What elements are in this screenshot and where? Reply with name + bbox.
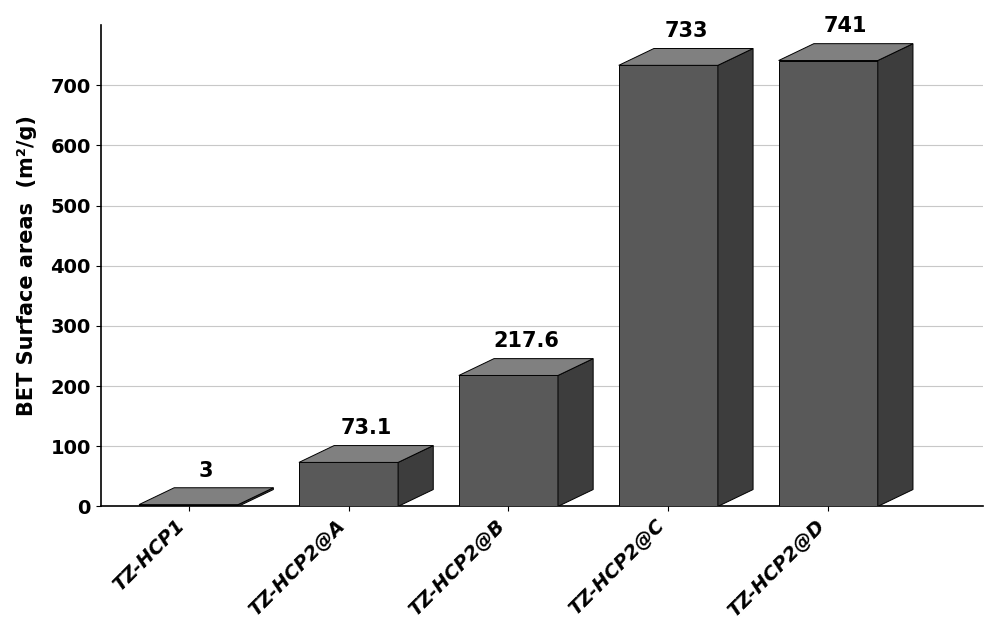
Polygon shape bbox=[299, 462, 398, 506]
Polygon shape bbox=[619, 48, 753, 66]
Text: 217.6: 217.6 bbox=[493, 331, 559, 352]
Polygon shape bbox=[238, 488, 273, 506]
Polygon shape bbox=[619, 66, 718, 506]
Polygon shape bbox=[779, 61, 878, 506]
Polygon shape bbox=[398, 445, 433, 506]
Polygon shape bbox=[878, 44, 913, 506]
Polygon shape bbox=[139, 488, 273, 505]
Polygon shape bbox=[459, 359, 593, 375]
Text: 733: 733 bbox=[664, 21, 708, 41]
Text: 3: 3 bbox=[199, 461, 213, 480]
Polygon shape bbox=[299, 445, 433, 462]
Polygon shape bbox=[718, 48, 753, 506]
Polygon shape bbox=[459, 375, 558, 506]
Y-axis label: BET Surface areas  (m²/g): BET Surface areas (m²/g) bbox=[17, 115, 37, 416]
Polygon shape bbox=[779, 44, 913, 61]
Text: 73.1: 73.1 bbox=[340, 419, 392, 438]
Polygon shape bbox=[139, 505, 238, 506]
Polygon shape bbox=[558, 359, 593, 506]
Text: 741: 741 bbox=[824, 17, 868, 36]
